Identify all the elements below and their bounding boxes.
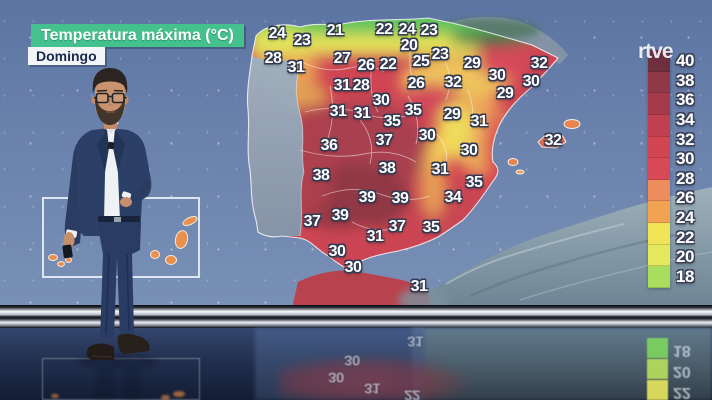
legend-color-segment — [648, 114, 670, 137]
rtve-logo: rtve — [638, 40, 674, 63]
temp-label: 29 — [496, 85, 514, 102]
legend-color-segment — [648, 179, 670, 202]
temp-label: 30 — [372, 92, 390, 109]
temp-label: 31 — [333, 77, 351, 94]
legend-value: 32 — [676, 129, 694, 149]
temp-label: 30 — [460, 142, 478, 159]
temp-label: 35 — [404, 102, 422, 119]
temp-label: 26 — [357, 57, 375, 74]
temp-label: 28 — [264, 50, 282, 67]
temp-label: 36 — [320, 137, 338, 154]
temp-label: 22 — [375, 21, 393, 38]
temp-label: 37 — [375, 132, 393, 149]
temp-label: 38 — [312, 167, 330, 184]
legend-value: 24 — [676, 208, 694, 228]
temp-label: 29 — [463, 55, 481, 72]
legend-color-segment — [648, 158, 670, 180]
reflected-legend-segment — [647, 380, 668, 400]
temp-label: 31 — [329, 103, 347, 120]
legend-color-segment — [648, 223, 670, 245]
temp-label: 25 — [412, 53, 430, 70]
legend-value: 38 — [676, 70, 694, 90]
temp-label: 32 — [530, 55, 548, 72]
north-africa-terrain — [292, 187, 712, 308]
temp-label: 31 — [287, 59, 305, 76]
spain-weather-map — [246, 16, 712, 308]
temp-label: 30 — [328, 243, 346, 260]
legend-value: 30 — [676, 149, 694, 169]
legend-color-segment — [648, 50, 670, 72]
temp-label: 35 — [465, 174, 483, 191]
island — [150, 250, 160, 259]
temp-label: 30 — [522, 73, 540, 90]
legend-value: 34 — [676, 109, 694, 129]
island — [57, 261, 65, 267]
temp-label: 21 — [326, 22, 344, 39]
legend-value: 28 — [676, 168, 694, 188]
temp-label: 35 — [383, 113, 401, 130]
temp-label: 29 — [443, 106, 461, 123]
legend-color-segment — [648, 244, 670, 267]
temp-label: 31 — [470, 113, 488, 130]
legend-value: 18 — [676, 267, 694, 287]
temp-label: 22 — [379, 56, 397, 73]
temp-label: 35 — [422, 219, 440, 236]
temp-label: 31 — [353, 105, 371, 122]
temp-label: 31 — [410, 278, 428, 295]
temp-label: 30 — [418, 127, 436, 144]
temp-label: 32 — [544, 132, 562, 149]
legend-value: 26 — [676, 188, 694, 208]
map-day-label: Domingo — [28, 47, 105, 65]
temp-label: 24 — [268, 25, 286, 42]
temp-label: 30 — [344, 259, 362, 276]
temp-label: 27 — [333, 50, 351, 67]
temp-label: 32 — [444, 74, 462, 91]
island — [165, 255, 177, 265]
temp-label: 39 — [358, 189, 376, 206]
temp-label: 23 — [420, 22, 438, 39]
temp-label: 37 — [303, 213, 321, 230]
temp-label: 37 — [388, 218, 406, 235]
temp-label: 39 — [331, 207, 349, 224]
temperature-legend-bar — [648, 50, 670, 288]
temp-label: 28 — [352, 77, 370, 94]
island — [48, 254, 58, 261]
temp-label: 39 — [391, 190, 409, 207]
presenter-reflection — [78, 355, 158, 400]
reflected-legend-segment — [647, 338, 668, 358]
province-borders — [295, 39, 473, 237]
iberia-temperature-field — [246, 17, 581, 270]
floor-reflection-map — [278, 356, 468, 400]
legend-value: 36 — [676, 90, 694, 110]
temp-label: 34 — [444, 189, 462, 206]
temp-label: 31 — [431, 161, 449, 178]
legend-color-segment — [648, 71, 670, 94]
wall-floor-strip — [0, 305, 712, 328]
legend-value: 20 — [676, 247, 694, 267]
legend-color-segment — [648, 93, 670, 115]
reflected-legend-segment — [647, 359, 668, 379]
temp-label: 23 — [431, 46, 449, 63]
map-title: Temperatura máxima (°C) — [31, 24, 244, 47]
temp-label: 30 — [488, 67, 506, 84]
legend-color-segment — [648, 266, 670, 288]
balearic-islands — [507, 119, 581, 175]
glasses — [93, 92, 127, 104]
temp-label: 38 — [378, 160, 396, 177]
temp-label: 20 — [400, 37, 418, 54]
temp-label: 26 — [407, 75, 425, 92]
temp-label: 24 — [398, 21, 416, 38]
video-wall: 24 23 21 22 24 23 20 23 29 28 31 27 26 22 25 32 30 30 31 28… — [0, 0, 712, 308]
temp-label: 23 — [293, 32, 311, 49]
portugal-terrain — [247, 56, 304, 237]
legend-color-segment — [648, 201, 670, 223]
presenter-figure — [62, 68, 152, 360]
legend-value: 40 — [676, 51, 694, 70]
legend-color-segment — [648, 136, 670, 159]
temp-label: 31 — [366, 228, 384, 245]
legend-value: 22 — [676, 227, 694, 247]
